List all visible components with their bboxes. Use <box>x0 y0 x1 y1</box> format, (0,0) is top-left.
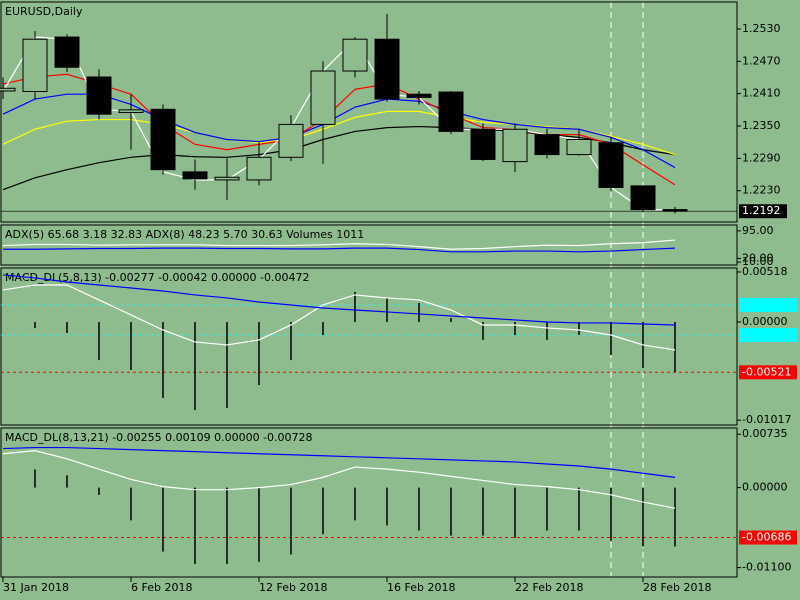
y-tick-label: 0.00000 <box>742 315 788 328</box>
pane-frame <box>0 267 738 426</box>
pane-frame <box>0 224 738 266</box>
y-tick-label: 0.00000 <box>742 481 788 494</box>
candle-body <box>246 156 272 181</box>
candle-body <box>630 185 656 211</box>
y-tick-label: 1.2410 <box>742 87 781 100</box>
candle-body <box>470 128 496 160</box>
indicator-line <box>2 125 676 191</box>
indicator-line <box>2 446 676 478</box>
y-tick-label: 1.2530 <box>742 22 781 35</box>
x-tick-label: 28 Feb 2018 <box>643 581 711 594</box>
level-tag <box>739 530 797 545</box>
x-tick-label: 12 Feb 2018 <box>259 581 327 594</box>
x-tick-label: 16 Feb 2018 <box>387 581 455 594</box>
candle-body <box>278 123 304 158</box>
candle-body <box>310 70 336 125</box>
band-tag <box>739 328 797 343</box>
candle-body <box>214 176 240 181</box>
candle-body <box>566 139 592 156</box>
y-tick-label: 0.00518 <box>742 265 788 278</box>
y-tick-label: 1.2290 <box>742 151 781 164</box>
candle-body <box>150 108 176 171</box>
pane-title: MACD_DL(8,13,21) -0.00255 0.00109 0.0000… <box>5 431 313 444</box>
pane-frame <box>0 427 738 578</box>
candle-body <box>598 142 624 188</box>
band-tag <box>739 297 797 312</box>
candle-body <box>54 36 80 68</box>
candle-body <box>118 109 144 114</box>
y-tick-label: 1.2470 <box>742 54 781 67</box>
candle-body <box>22 38 48 93</box>
candle-body <box>342 38 368 72</box>
level-tag <box>739 365 797 380</box>
level-label: -0.00521 <box>742 365 791 378</box>
indicator-line <box>2 274 676 326</box>
indicator-line <box>2 239 676 250</box>
y-tick-label: -0.01100 <box>742 561 791 574</box>
indicator-line <box>2 93 676 169</box>
y-tick-label: 0.00735 <box>742 427 788 440</box>
indicator-line <box>3 247 676 253</box>
pane-title: ADX(5) 65.68 3.18 32.83 ADX(8) 48.23 5.7… <box>5 228 364 241</box>
indicator-line <box>2 73 676 186</box>
y-tick-label: 1.2230 <box>742 184 781 197</box>
x-tick-label: 22 Feb 2018 <box>515 581 583 594</box>
level-label: -0.00686 <box>742 531 791 544</box>
indicator-line <box>2 36 675 211</box>
candle-body <box>534 134 560 156</box>
candle-body <box>374 38 400 100</box>
pane-title: MACD_DL(5,8,13) -0.00277 -0.00042 0.0000… <box>5 271 310 284</box>
candle-body <box>0 87 16 92</box>
last-price-tag <box>739 204 787 219</box>
candle-body <box>502 128 528 163</box>
candle-body <box>86 76 112 115</box>
indicator-line <box>2 284 676 351</box>
y-tick-label: 1.2350 <box>742 119 781 132</box>
y-tick-label: -0.01017 <box>742 413 791 426</box>
indicator-line <box>2 450 676 509</box>
candle-body <box>438 91 464 132</box>
candle-body <box>406 93 432 98</box>
pane-title: EURUSD,Daily <box>5 5 83 18</box>
pane-frame <box>0 1 738 223</box>
y-tick-label: 10.00 <box>742 255 774 268</box>
candle-body <box>182 171 208 180</box>
y-tick-label: 20.00 <box>742 251 774 264</box>
y-tick-label: 95.00 <box>742 224 774 237</box>
x-tick-label: 6 Feb 2018 <box>131 581 192 594</box>
x-tick-label: 31 Jan 2018 <box>3 581 69 594</box>
last-price-label: 1.2192 <box>742 204 781 217</box>
